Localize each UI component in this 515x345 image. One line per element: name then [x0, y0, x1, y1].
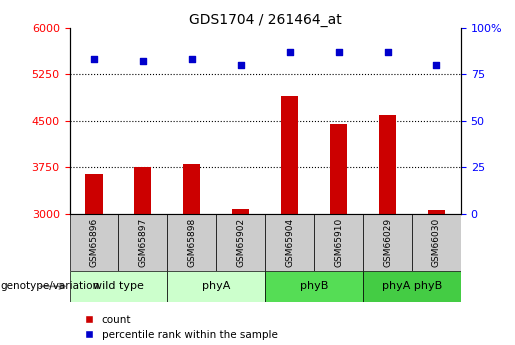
- Point: [187, 57, 196, 62]
- Point: [383, 49, 391, 55]
- Text: phyA phyB: phyA phyB: [382, 282, 442, 291]
- Text: genotype/variation: genotype/variation: [0, 282, 99, 291]
- Bar: [85, 174, 102, 214]
- Bar: [70, 271, 167, 302]
- Point: [90, 57, 98, 62]
- Bar: [379, 115, 396, 214]
- Bar: [118, 214, 167, 271]
- Point: [236, 62, 245, 68]
- Bar: [70, 214, 118, 271]
- Bar: [363, 271, 461, 302]
- Bar: [363, 214, 412, 271]
- Legend: count, percentile rank within the sample: count, percentile rank within the sample: [85, 315, 278, 340]
- Bar: [412, 214, 461, 271]
- Text: GSM65897: GSM65897: [139, 218, 147, 267]
- Bar: [216, 214, 265, 271]
- Bar: [265, 271, 363, 302]
- Bar: [314, 214, 363, 271]
- Bar: [281, 96, 298, 214]
- Bar: [428, 210, 445, 214]
- Text: phyB: phyB: [300, 282, 329, 291]
- Bar: [330, 124, 347, 214]
- Bar: [134, 167, 151, 214]
- Text: GSM65904: GSM65904: [285, 218, 294, 267]
- Point: [285, 49, 294, 55]
- Point: [432, 62, 440, 68]
- Text: GSM66030: GSM66030: [432, 218, 441, 267]
- Title: GDS1704 / 261464_at: GDS1704 / 261464_at: [189, 12, 341, 27]
- Point: [335, 49, 343, 55]
- Text: wild type: wild type: [93, 282, 144, 291]
- Bar: [232, 209, 249, 214]
- Bar: [183, 164, 200, 214]
- Text: GSM65902: GSM65902: [236, 218, 245, 267]
- Point: [139, 58, 147, 64]
- Bar: [167, 214, 216, 271]
- Text: GSM65896: GSM65896: [90, 218, 98, 267]
- Text: phyA: phyA: [202, 282, 231, 291]
- Text: GSM66029: GSM66029: [383, 218, 392, 267]
- Text: GSM65910: GSM65910: [334, 218, 343, 267]
- Bar: [265, 214, 314, 271]
- Text: GSM65898: GSM65898: [187, 218, 196, 267]
- Bar: [167, 271, 265, 302]
